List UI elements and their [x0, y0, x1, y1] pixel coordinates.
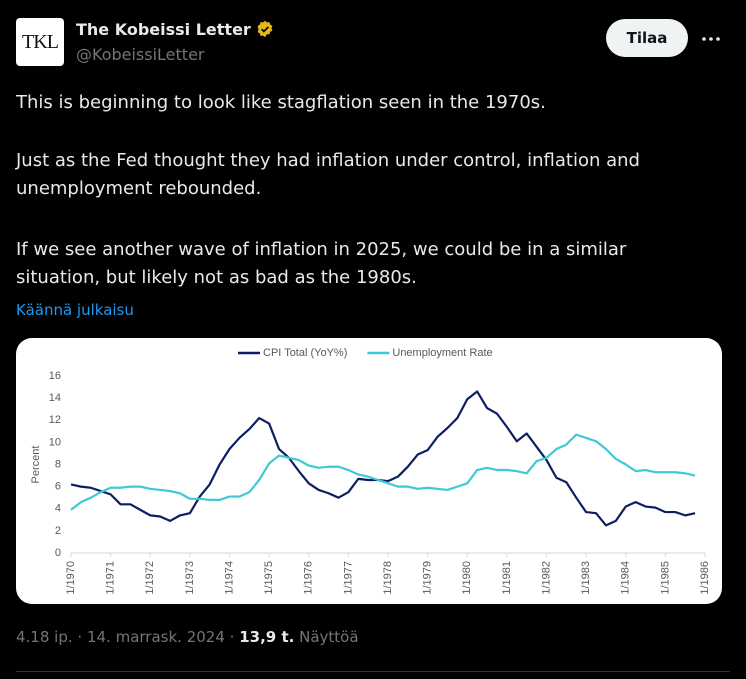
verified-badge [257, 20, 273, 38]
separator: · [229, 628, 235, 646]
x-tick-label: 1/1974 [223, 561, 235, 595]
x-tick-label: 1/1970 [65, 561, 77, 595]
x-tick-label: 1/1978 [382, 561, 394, 595]
x-tick-label: 1/1977 [342, 561, 354, 595]
x-tick-label: 1/1971 [105, 561, 117, 595]
views-label: Näyttöä [299, 628, 359, 646]
x-tick-label: 1/1985 [659, 561, 671, 595]
divider [16, 671, 730, 672]
y-tick-label: 8 [55, 458, 61, 470]
chart-card[interactable]: Percent 0 2 4 6 8 10 12 14 16 1/1970 1/1971 1/1972 1/… [16, 338, 722, 604]
y-axis-label: Percent [30, 446, 42, 484]
y-tick-label: 16 [49, 370, 61, 382]
author-name[interactable]: The Kobeissi Letter [76, 20, 274, 39]
series-line [70, 433, 696, 511]
views-count: 13,9 t. [239, 628, 295, 646]
chart: Percent 0 2 4 6 8 10 12 14 16 1/1970 1/1971 1/1972 1/… [30, 347, 711, 595]
avatar[interactable]: TKL [16, 18, 64, 66]
x-tick-label: 1/1981 [501, 561, 513, 595]
y-tick-label: 14 [49, 392, 61, 404]
legend-label: CPI Total (YoY%) [263, 347, 347, 359]
time[interactable]: 4.18 ip. [16, 628, 73, 646]
translate-link[interactable]: Käännä julkaisu [16, 301, 134, 319]
date[interactable]: 14. marrask. 2024 [86, 628, 225, 646]
tweet-paragraph: This is beginning to look like stagflati… [16, 92, 546, 113]
tweet-paragraph: If we see another wave of inflation in 2… [16, 239, 627, 288]
x-tick-label: 1/1982 [540, 561, 552, 595]
x-tick-label: 1/1972 [144, 561, 156, 595]
y-tick-label: 2 [55, 525, 61, 537]
follow-button[interactable]: Tilaa [606, 19, 688, 57]
x-tick-label: 1/1984 [620, 561, 632, 595]
y-tick-label: 10 [49, 436, 61, 448]
x-tick-label: 1/1986 [699, 561, 711, 595]
y-tick-label: 0 [55, 547, 61, 559]
author-name-text[interactable]: The Kobeissi Letter [76, 20, 251, 39]
author-handle[interactable]: @KobeissiLetter [76, 45, 205, 64]
x-tick-label: 1/1983 [580, 561, 592, 595]
more-button[interactable] [700, 28, 722, 50]
x-tick-label: 1/1973 [184, 561, 196, 595]
tweet-paragraph: Just as the Fed thought they had inflati… [16, 150, 640, 199]
y-tick-label: 4 [55, 503, 61, 515]
series-line [70, 390, 696, 527]
x-tick-label: 1/1980 [461, 561, 473, 595]
x-tick-label: 1/1976 [303, 561, 315, 595]
separator: · [77, 628, 83, 646]
tweet-footer: 4.18 ip. · 14. marrask. 2024 · 13,9 t. N… [16, 628, 359, 646]
legend-label: Unemployment Rate [392, 347, 492, 359]
y-tick-label: 6 [55, 481, 61, 493]
x-tick-label: 1/1979 [422, 561, 434, 595]
y-tick-label: 12 [49, 414, 61, 426]
x-tick-label: 1/1975 [263, 561, 275, 595]
